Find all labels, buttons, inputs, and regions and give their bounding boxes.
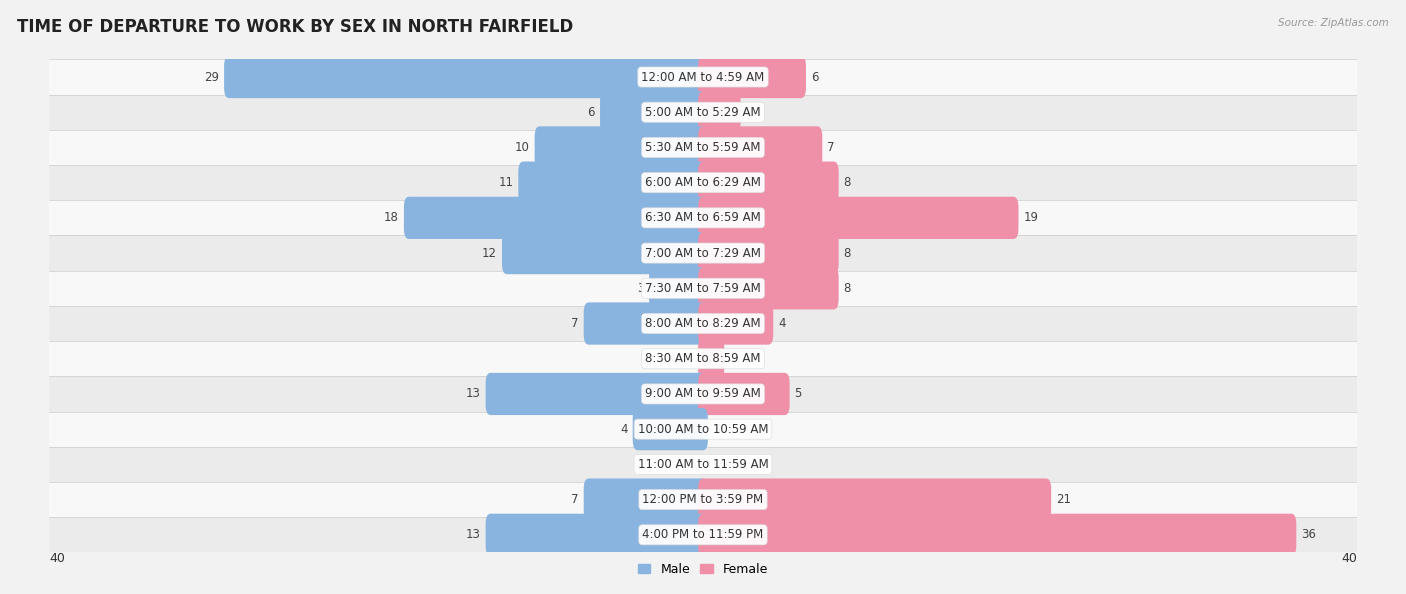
Bar <box>49 235 1357 271</box>
Bar <box>49 130 1357 165</box>
Text: 21: 21 <box>1056 493 1071 506</box>
FancyBboxPatch shape <box>699 479 1052 521</box>
Text: 1: 1 <box>730 352 737 365</box>
Text: 29: 29 <box>204 71 219 84</box>
FancyBboxPatch shape <box>699 56 806 98</box>
Text: 3: 3 <box>637 282 644 295</box>
FancyBboxPatch shape <box>534 127 707 169</box>
Text: 0: 0 <box>686 458 693 471</box>
Bar <box>49 517 1357 552</box>
FancyBboxPatch shape <box>502 232 707 274</box>
Bar <box>49 412 1357 447</box>
FancyBboxPatch shape <box>633 408 707 450</box>
Text: 4: 4 <box>620 423 628 435</box>
Bar <box>49 94 1357 130</box>
Text: 40: 40 <box>1341 552 1357 565</box>
Text: 6:00 AM to 6:29 AM: 6:00 AM to 6:29 AM <box>645 176 761 189</box>
FancyBboxPatch shape <box>583 479 707 521</box>
Text: 18: 18 <box>384 211 399 225</box>
Bar <box>49 165 1357 200</box>
FancyBboxPatch shape <box>404 197 707 239</box>
Text: 12:00 AM to 4:59 AM: 12:00 AM to 4:59 AM <box>641 71 765 84</box>
Text: 11:00 AM to 11:59 AM: 11:00 AM to 11:59 AM <box>638 458 768 471</box>
FancyBboxPatch shape <box>583 302 707 345</box>
Text: 5:00 AM to 5:29 AM: 5:00 AM to 5:29 AM <box>645 106 761 119</box>
Text: 4:00 PM to 11:59 PM: 4:00 PM to 11:59 PM <box>643 528 763 541</box>
Legend: Male, Female: Male, Female <box>633 558 773 581</box>
FancyBboxPatch shape <box>699 232 838 274</box>
Text: 9:00 AM to 9:59 AM: 9:00 AM to 9:59 AM <box>645 387 761 400</box>
FancyBboxPatch shape <box>600 91 707 134</box>
Text: 5: 5 <box>794 387 801 400</box>
Text: 7:00 AM to 7:29 AM: 7:00 AM to 7:29 AM <box>645 247 761 260</box>
Text: 11: 11 <box>498 176 513 189</box>
FancyBboxPatch shape <box>519 162 707 204</box>
FancyBboxPatch shape <box>699 514 1296 556</box>
Text: 8: 8 <box>844 282 851 295</box>
Text: 6:30 AM to 6:59 AM: 6:30 AM to 6:59 AM <box>645 211 761 225</box>
Text: 7: 7 <box>827 141 835 154</box>
Text: TIME OF DEPARTURE TO WORK BY SEX IN NORTH FAIRFIELD: TIME OF DEPARTURE TO WORK BY SEX IN NORT… <box>17 18 574 36</box>
Text: 13: 13 <box>465 528 481 541</box>
FancyBboxPatch shape <box>485 514 707 556</box>
FancyBboxPatch shape <box>699 127 823 169</box>
FancyBboxPatch shape <box>699 337 724 380</box>
Text: 2: 2 <box>745 106 754 119</box>
Bar <box>49 377 1357 412</box>
FancyBboxPatch shape <box>699 267 838 309</box>
Text: 13: 13 <box>465 387 481 400</box>
Text: 40: 40 <box>49 552 65 565</box>
Text: 6: 6 <box>811 71 818 84</box>
Text: 6: 6 <box>588 106 595 119</box>
Text: 7: 7 <box>571 493 579 506</box>
FancyBboxPatch shape <box>485 373 707 415</box>
Text: 7:30 AM to 7:59 AM: 7:30 AM to 7:59 AM <box>645 282 761 295</box>
FancyBboxPatch shape <box>699 162 838 204</box>
FancyBboxPatch shape <box>650 267 707 309</box>
Bar <box>49 447 1357 482</box>
Text: 8:30 AM to 8:59 AM: 8:30 AM to 8:59 AM <box>645 352 761 365</box>
Bar <box>49 482 1357 517</box>
Text: 5:30 AM to 5:59 AM: 5:30 AM to 5:59 AM <box>645 141 761 154</box>
Text: 10:00 AM to 10:59 AM: 10:00 AM to 10:59 AM <box>638 423 768 435</box>
Bar <box>49 200 1357 235</box>
FancyBboxPatch shape <box>699 302 773 345</box>
Text: 8:00 AM to 8:29 AM: 8:00 AM to 8:29 AM <box>645 317 761 330</box>
FancyBboxPatch shape <box>699 373 790 415</box>
Text: 36: 36 <box>1301 528 1316 541</box>
Text: 4: 4 <box>778 317 786 330</box>
Text: 0: 0 <box>713 458 720 471</box>
Text: 12: 12 <box>482 247 498 260</box>
Bar <box>49 271 1357 306</box>
Text: Source: ZipAtlas.com: Source: ZipAtlas.com <box>1278 18 1389 28</box>
FancyBboxPatch shape <box>224 56 707 98</box>
Text: 0: 0 <box>686 352 693 365</box>
Text: 12:00 PM to 3:59 PM: 12:00 PM to 3:59 PM <box>643 493 763 506</box>
Bar <box>49 306 1357 341</box>
Bar <box>49 341 1357 377</box>
Text: 0: 0 <box>713 423 720 435</box>
Bar <box>49 59 1357 94</box>
Text: 7: 7 <box>571 317 579 330</box>
Text: 10: 10 <box>515 141 530 154</box>
Text: 8: 8 <box>844 247 851 260</box>
FancyBboxPatch shape <box>699 197 1018 239</box>
Text: 19: 19 <box>1024 211 1039 225</box>
Text: 8: 8 <box>844 176 851 189</box>
FancyBboxPatch shape <box>699 91 741 134</box>
